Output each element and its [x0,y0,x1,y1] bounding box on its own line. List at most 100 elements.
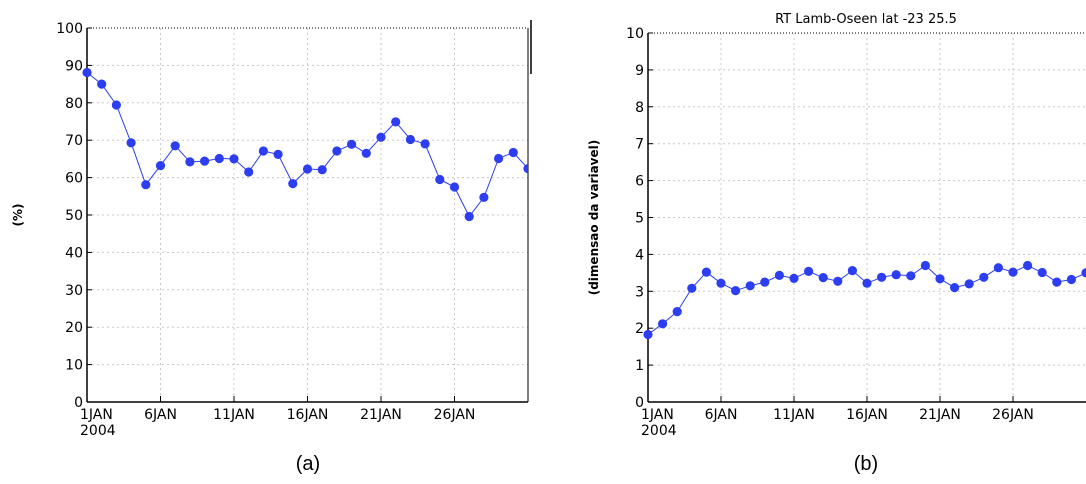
chart-b-data-point [745,281,755,291]
chart-a-year-label: 2004 [80,423,116,439]
chart-a-data-point [288,179,298,189]
chart-b-data-point [993,263,1004,273]
chart-b-data-point [1081,268,1086,278]
chart-a-ytick-label: 50 [65,208,83,224]
chart-a-data-point [141,180,151,190]
chart-b-data-point [1052,277,1062,287]
chart-a-xtick-label: 6JAN [144,407,177,423]
chart-b-xtick-label: 26JAN [992,407,1034,423]
chart-a-data-point [464,211,474,222]
chart-b-ytick-label: 10 [626,26,644,42]
chart-b-ytick-label: 4 [635,247,644,263]
chart-a-data-point [229,154,239,164]
chart-a-data-point [435,174,445,185]
chart-a-xtick-label: 11JAN [213,407,255,423]
chart-b-xtick-label: 21JAN [919,407,961,423]
chart-a-data-point [376,132,386,142]
chart-b-ytick-label: 0 [635,395,644,411]
chart-a-ytick-label: 70 [65,133,83,149]
chart-a-data-point [508,147,518,158]
chart-a-data-point [170,141,180,151]
chart-a-data-point [200,156,210,166]
chart-b-ytick-label: 5 [635,211,644,227]
chart-a-data-point [258,146,268,156]
chart-a-data-point [273,149,283,159]
chart-b-ytick-label: 1 [635,358,644,374]
chart-a-data-point [111,100,121,110]
chart-b-caption: (b) [854,453,878,475]
chart-a-data-point [420,139,430,149]
chart-b-ytick-label: 3 [635,284,644,300]
chart-b-ytick-label: 9 [635,63,644,79]
chart-a-data-point [479,192,489,202]
chart-a-data-point [82,67,92,78]
chart-b-xtick-label: 1JAN [641,407,674,423]
chart-a-series-group [82,67,528,222]
chart-b-data-point [789,273,799,283]
chart-a-data-point [449,182,460,192]
chart-a-ytick-label: 60 [65,171,83,187]
chart-b-data-point [731,286,741,296]
chart-a-ytick-label: 40 [65,245,83,261]
chart-b-year-label: 2004 [641,423,677,439]
chart-b-data-point [643,329,653,340]
chart-b-data-point [877,272,887,282]
chart-b-data-point [1037,267,1047,278]
chart-a-data-point [185,157,195,167]
chart-b-data-point [920,260,931,271]
chart-a-data-point [347,139,357,149]
chart-a-data-point [214,153,224,164]
chart-b-data-point [818,273,828,283]
chart-b-data-point [1066,274,1076,285]
chart-a-ytick-label: 100 [56,21,83,37]
chart-a-ylabel: (%) [11,204,25,227]
chart-b-data-point [950,283,960,293]
chart-a: 0 10 20 30 40 50 60 70 80 90 100 1JAN 6JAN 11JAN 16JAN… [11,20,532,475]
chart-b-xtick-label: 6JAN [705,407,738,423]
chart-b-xtick-label: 11JAN [773,407,815,423]
chart-a-xtick-label: 26JAN [434,407,476,423]
chart-b-data-point [935,274,945,284]
chart-a-ytick-label: 30 [65,283,83,299]
chart-b-data-point [760,277,770,287]
chart-a-data-point [155,161,166,171]
chart-b: RT Lamb-Oseen lat -23 25.5 0 1 2 3 4 5 6 7 8 9 10 1… [587,12,1086,475]
chart-b-xtick-label: 16JAN [846,407,888,423]
chart-b-data-point [1023,260,1033,271]
chart-a-data-point [523,164,528,174]
chart-a-data-point [244,167,254,177]
chart-a-data-point [126,138,136,148]
chart-b-title: RT Lamb-Oseen lat -23 25.5 [775,12,957,27]
chart-b-series-group [643,260,1086,340]
chart-a-data-point [332,146,342,156]
chart-b-data-point [964,279,974,289]
chart-b-data-point [658,319,668,329]
chart-a-data-point [317,165,327,175]
chart-a-data-point [302,164,313,174]
chart-a-data-point [361,148,371,158]
chart-a-ytick-label: 90 [65,58,83,74]
chart-b-ytick-label: 8 [635,100,644,116]
chart-a-data-point [494,153,504,164]
chart-a-ytick-label: 80 [65,96,83,112]
chart-b-data-point [847,266,858,276]
chart-b-ytick-label: 2 [635,321,644,337]
chart-b-data-point [672,307,682,317]
chart-b-data-point [979,272,989,282]
chart-b-data-point [804,266,814,276]
chart-b-ylabel: (dimensao da variavel) [587,140,601,296]
chart-b-data-point [906,271,916,281]
chart-a-xtick-label: 1JAN [80,407,113,423]
chart-a-ytick-label: 0 [74,395,83,411]
chart-b-data-point [833,276,843,286]
chart-a-caption: (a) [296,453,320,475]
chart-b-data-point [891,270,901,280]
chart-a-ytick-label: 10 [65,358,83,374]
chart-b-data-point [862,278,872,288]
chart-b-data-point [774,270,785,280]
chart-b-data-point [687,283,697,293]
chart-b-ytick-label: 7 [635,137,644,153]
chart-b-data-point [716,278,726,288]
chart-a-data-point [391,117,401,127]
